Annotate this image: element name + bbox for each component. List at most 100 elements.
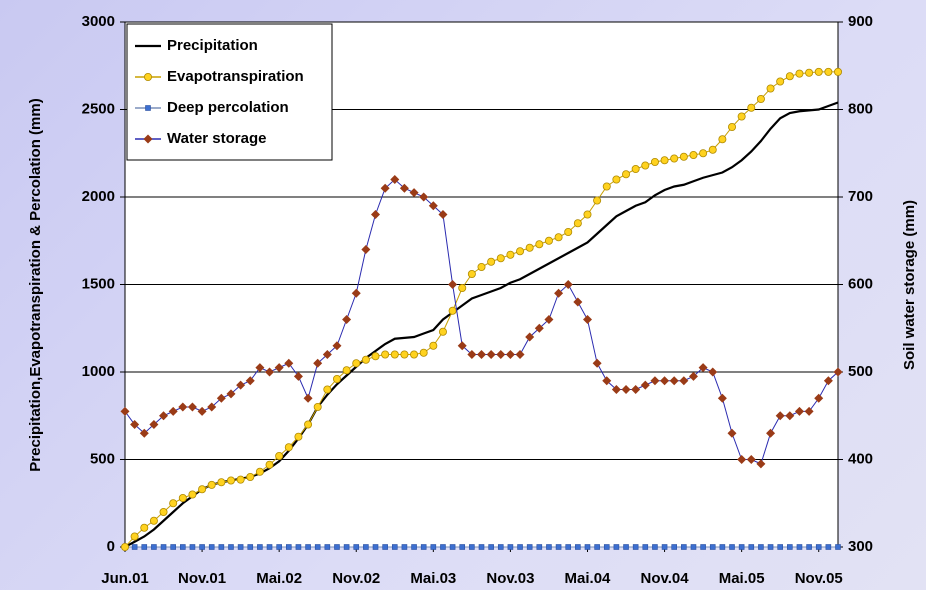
point bbox=[401, 544, 408, 550]
point bbox=[756, 459, 766, 469]
point bbox=[207, 402, 217, 412]
point bbox=[505, 350, 515, 359]
point bbox=[255, 363, 265, 373]
point bbox=[631, 385, 641, 394]
point bbox=[440, 544, 446, 550]
point bbox=[428, 201, 438, 211]
y2-axis-title: Soil water storage (mm) bbox=[901, 200, 918, 370]
point bbox=[583, 210, 592, 219]
point bbox=[390, 350, 399, 359]
point bbox=[554, 288, 564, 298]
point bbox=[621, 385, 631, 394]
point bbox=[189, 544, 196, 550]
point bbox=[650, 157, 659, 166]
point bbox=[708, 367, 718, 377]
point bbox=[429, 341, 438, 350]
point bbox=[796, 544, 803, 550]
y2-tick-label: 500 bbox=[848, 363, 873, 380]
point bbox=[207, 480, 216, 489]
point bbox=[390, 175, 400, 184]
point bbox=[295, 544, 302, 550]
point bbox=[467, 269, 476, 278]
y2-tick-label: 800 bbox=[848, 100, 873, 117]
x-tick-label: Mai.02 bbox=[256, 570, 302, 587]
point bbox=[130, 420, 140, 429]
point bbox=[149, 516, 158, 525]
point bbox=[747, 103, 756, 112]
point bbox=[623, 544, 629, 550]
x-tick-label: Mai.04 bbox=[565, 570, 612, 587]
point bbox=[294, 432, 303, 441]
point bbox=[332, 374, 341, 383]
point bbox=[737, 455, 747, 464]
point bbox=[671, 544, 678, 550]
point bbox=[806, 544, 812, 550]
point bbox=[199, 544, 205, 550]
point bbox=[236, 380, 246, 390]
point bbox=[507, 544, 514, 550]
point bbox=[536, 544, 543, 550]
point bbox=[305, 544, 311, 550]
point bbox=[381, 350, 390, 359]
point bbox=[284, 443, 293, 452]
point bbox=[352, 359, 361, 368]
point bbox=[592, 358, 602, 368]
point bbox=[276, 544, 282, 550]
point bbox=[814, 393, 824, 403]
x-tick-label: Nov.04 bbox=[641, 570, 690, 587]
point bbox=[304, 420, 313, 429]
point bbox=[188, 490, 197, 499]
point bbox=[496, 350, 506, 359]
point bbox=[237, 544, 244, 550]
point bbox=[669, 376, 679, 386]
point bbox=[640, 380, 650, 390]
point bbox=[313, 402, 322, 411]
point bbox=[351, 288, 361, 298]
point bbox=[334, 544, 340, 550]
point bbox=[245, 376, 255, 386]
point bbox=[380, 183, 390, 193]
point bbox=[218, 544, 225, 550]
point bbox=[515, 350, 525, 359]
legend-marker bbox=[145, 105, 151, 111]
point bbox=[467, 350, 477, 359]
point bbox=[449, 544, 456, 550]
y-tick-label: 2500 bbox=[82, 100, 115, 117]
point bbox=[805, 68, 814, 77]
y-tick-label: 2000 bbox=[82, 188, 115, 205]
point bbox=[594, 544, 600, 550]
point bbox=[430, 544, 437, 550]
legend-marker bbox=[143, 73, 152, 82]
point bbox=[825, 544, 832, 550]
point bbox=[255, 467, 264, 476]
point bbox=[660, 156, 669, 165]
point bbox=[275, 451, 284, 460]
point bbox=[228, 544, 234, 550]
point bbox=[661, 544, 668, 550]
y2-tick-label: 300 bbox=[848, 538, 873, 555]
point bbox=[602, 376, 612, 386]
x-tick-label: Jun.01 bbox=[101, 570, 149, 587]
y2-tick-label: 600 bbox=[848, 275, 873, 292]
point bbox=[363, 544, 369, 550]
point bbox=[266, 544, 273, 550]
point bbox=[564, 227, 573, 236]
point bbox=[698, 363, 708, 373]
point bbox=[458, 283, 467, 292]
point bbox=[411, 544, 417, 550]
point bbox=[293, 371, 303, 381]
point bbox=[526, 544, 533, 550]
point bbox=[785, 411, 795, 421]
point bbox=[517, 544, 523, 550]
point bbox=[546, 544, 552, 550]
point bbox=[314, 544, 321, 550]
point bbox=[554, 233, 563, 242]
point bbox=[650, 376, 660, 386]
point bbox=[419, 348, 428, 357]
point bbox=[141, 544, 148, 550]
point bbox=[776, 77, 785, 86]
point bbox=[246, 472, 255, 481]
point bbox=[265, 460, 274, 469]
